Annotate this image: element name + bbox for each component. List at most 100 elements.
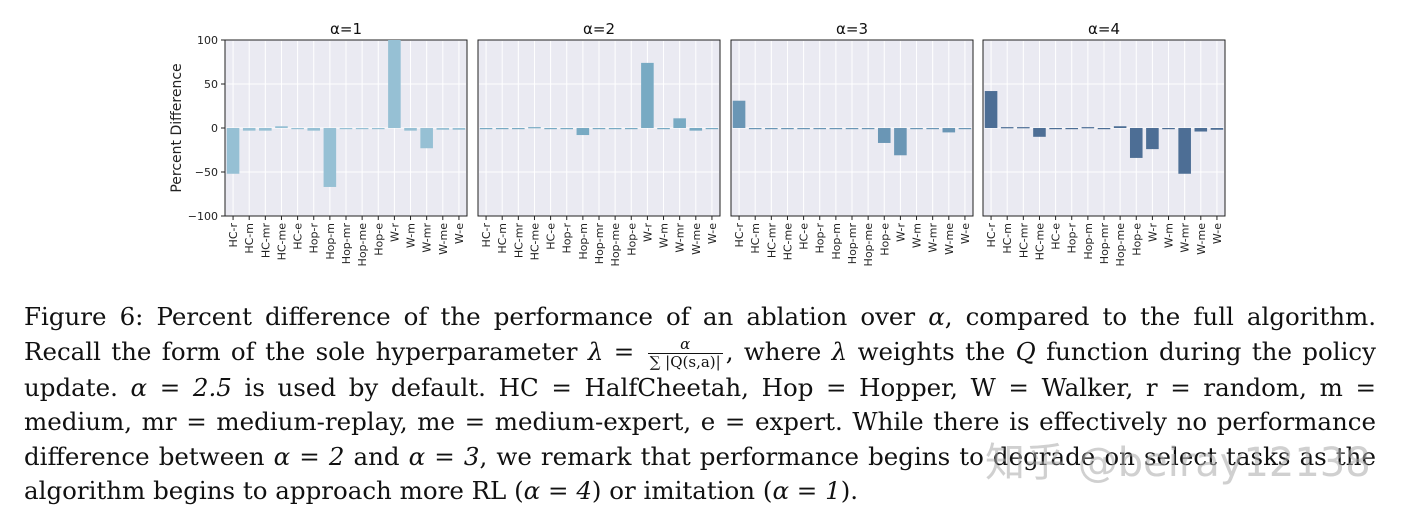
x-tick-label: W-m xyxy=(658,223,671,248)
ablation-figure: Percent Difference α=1HC-r HC-m HC-mr HC-me… xyxy=(169,20,1226,267)
bar-HC-r xyxy=(479,128,493,130)
bar-W-e xyxy=(958,128,972,130)
x-tick-label: W-e xyxy=(453,223,466,244)
bar-Hop-r xyxy=(307,128,321,131)
x-tick-label: W-mr xyxy=(1179,223,1192,253)
x-tick-label: W-r xyxy=(1146,223,1159,242)
x-tick-label: W-r xyxy=(641,223,654,242)
bar-Hop-mr xyxy=(1097,128,1111,130)
x-tick-label: Hop-m xyxy=(577,223,590,260)
x-tick-label: Hop-mr xyxy=(340,223,353,265)
bar-Hop-me xyxy=(1113,126,1127,128)
x-tick-label: Hop-me xyxy=(862,223,875,267)
lambda-fraction: α ∑ |Q(s,a)| xyxy=(647,334,723,371)
x-tick-label: Hop-m xyxy=(830,223,843,260)
bar-HC-e xyxy=(1049,128,1062,130)
x-tick-label: Hop-m xyxy=(1082,223,1095,260)
x-tick-label: HC-m xyxy=(749,223,762,254)
bar-W-me xyxy=(436,128,450,130)
bar-Hop-e xyxy=(624,128,638,130)
y-axis: 100 50 0 −50 −100 xyxy=(188,34,225,223)
bar-HC-r xyxy=(732,100,746,128)
bar-HC-e xyxy=(291,128,304,130)
x-tick-label: W-e xyxy=(959,223,972,244)
x-tick-label: HC-e xyxy=(545,223,558,250)
y-tick-label: 0 xyxy=(211,122,218,135)
x-tick-label: HC-r xyxy=(985,223,998,248)
x-tick-label: W-mr xyxy=(421,223,434,253)
y-tick-label: −50 xyxy=(195,166,218,179)
x-tick-label: W-m xyxy=(405,223,418,248)
x-tick-label: HC-m xyxy=(1001,223,1014,254)
bar-HC-me xyxy=(528,127,541,129)
panel-title: α=4 xyxy=(1088,20,1120,38)
panel-title: α=1 xyxy=(330,20,362,38)
bar-Hop-mr xyxy=(339,128,353,130)
panel-3: α=3HC-r HC-m HC-mr HC-me HC-e Hop-r Hop-m Hop-m… xyxy=(730,20,974,267)
x-tick-label: Hop-e xyxy=(878,223,891,256)
x-tick-label: W-mr xyxy=(674,223,687,253)
x-tick-label: Hop-mr xyxy=(846,223,859,265)
bar-HC-me xyxy=(1033,128,1046,137)
x-tick-label: Hop-mr xyxy=(593,223,606,265)
x-tick-label: Hop-r xyxy=(308,223,321,254)
bar-HC-mr xyxy=(765,128,778,130)
x-tick-label: W-m xyxy=(1163,223,1176,248)
bar-HC-m xyxy=(1000,127,1014,129)
bar-W-r xyxy=(1146,128,1159,150)
x-tick-label: HC-me xyxy=(275,223,288,261)
bar-W-mr xyxy=(926,128,939,130)
x-tick-label: HC-e xyxy=(292,223,305,250)
x-tick-label: HC-r xyxy=(227,223,240,248)
figure-caption: Figure 6: Percent difference of the perf… xyxy=(24,302,1376,505)
bar-W-m xyxy=(657,128,670,130)
x-tick-label: W-m xyxy=(911,223,924,248)
bar-HC-r xyxy=(226,128,240,174)
bar-Hop-m xyxy=(323,128,337,187)
x-tick-label: Hop-m xyxy=(324,223,337,260)
bar-W-mr xyxy=(1178,128,1191,174)
bar-Hop-m xyxy=(829,128,843,130)
bar-HC-mr xyxy=(512,128,525,130)
bar-HC-mr xyxy=(259,128,272,131)
bar-W-e xyxy=(705,128,719,130)
bar-W-e xyxy=(452,128,466,130)
x-tick-label: HC-m xyxy=(496,223,509,254)
x-tick-label: Hop-r xyxy=(1066,223,1079,254)
x-tick-label: W-e xyxy=(706,223,719,244)
bar-W-me xyxy=(689,128,703,131)
x-tick-label: Hop-e xyxy=(372,223,385,256)
bar-Hop-mr xyxy=(845,128,859,130)
x-tick-label: HC-r xyxy=(480,223,493,248)
figure-label: Figure 6: xyxy=(24,302,144,331)
x-tick-label: W-me xyxy=(1195,223,1208,255)
bar-HC-m xyxy=(242,128,256,131)
bar-W-e xyxy=(1210,128,1224,130)
x-tick-label: Hop-me xyxy=(1114,223,1127,267)
x-tick-label: Hop-r xyxy=(561,223,574,254)
bar-HC-me xyxy=(275,126,288,128)
bar-W-m xyxy=(910,128,923,130)
y-axis-label: Percent Difference xyxy=(169,63,185,192)
x-tick-label: W-mr xyxy=(927,223,940,253)
bar-Hop-e xyxy=(877,128,891,143)
bar-W-me xyxy=(1194,128,1208,132)
bar-Hop-r xyxy=(813,128,827,130)
bar-W-r xyxy=(894,128,907,156)
x-tick-label: W-me xyxy=(437,223,450,255)
bar-W-m xyxy=(1162,128,1175,130)
x-tick-label: Hop-mr xyxy=(1098,223,1111,265)
bar-W-r xyxy=(388,40,401,128)
x-tick-label: HC-me xyxy=(1033,223,1046,261)
y-tick-label: −100 xyxy=(188,210,218,223)
bar-Hop-r xyxy=(560,128,574,130)
x-tick-label: HC-m xyxy=(243,223,256,254)
panel-title: α=2 xyxy=(583,20,615,38)
x-tick-label: Hop-me xyxy=(356,223,369,267)
x-tick-label: HC-me xyxy=(781,223,794,261)
bar-HC-r xyxy=(984,91,998,128)
x-tick-label: W-r xyxy=(894,223,907,242)
x-tick-label: Hop-r xyxy=(814,223,827,254)
x-tick-label: HC-e xyxy=(1050,223,1063,250)
bar-Hop-r xyxy=(1065,128,1079,130)
